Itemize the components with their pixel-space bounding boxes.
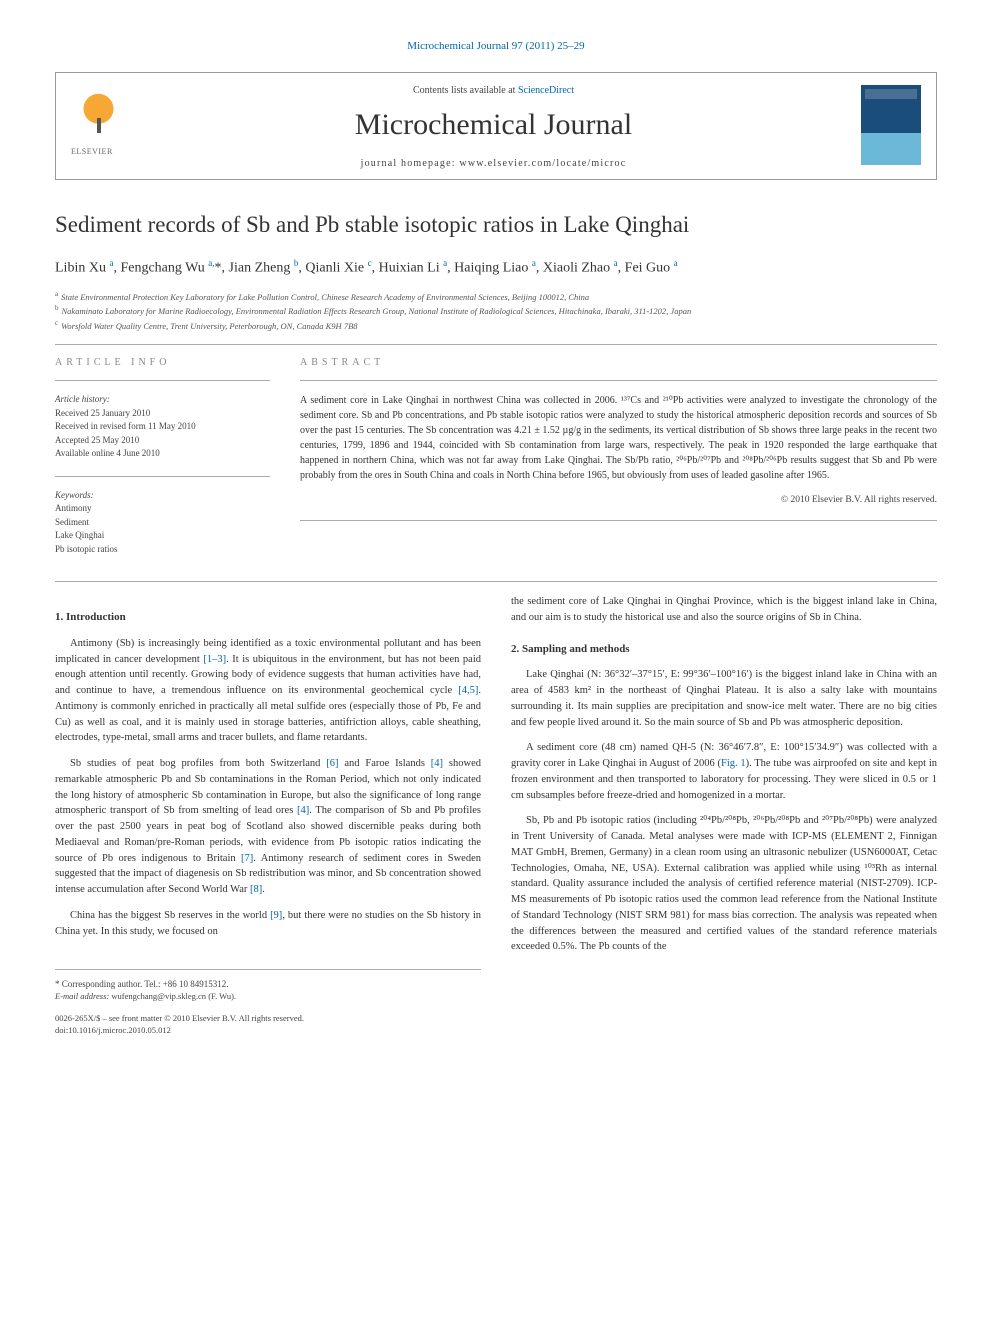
divider <box>300 380 937 381</box>
divider <box>55 380 270 381</box>
body-paragraph: China has the biggest Sb reserves in the… <box>55 908 481 940</box>
publisher-name: ELSEVIER <box>71 147 126 156</box>
abstract-text: A sediment core in Lake Qinghai in north… <box>300 393 937 507</box>
top-citation: Microchemical Journal 97 (2011) 25–29 <box>55 40 937 52</box>
section-heading-methods: 2. Sampling and methods <box>511 641 937 658</box>
history-accepted: Accepted 25 May 2010 <box>55 434 270 448</box>
email-person: (F. Wu). <box>206 991 236 1001</box>
divider <box>55 581 937 582</box>
article-history: Article history: Received 25 January 201… <box>55 393 270 461</box>
elsevier-tree-icon <box>76 93 121 138</box>
keywords: Keywords: Antimony Sediment Lake Qinghai… <box>55 489 270 557</box>
corresponding-email[interactable]: wufengchang@vip.skleg.cn <box>111 991 206 1001</box>
homepage-url[interactable]: www.elsevier.com/locate/microc <box>459 158 626 169</box>
corresponding-label: * Corresponding author. Tel.: <box>55 979 163 989</box>
body-paragraph: Sb, Pb and Pb isotopic ratios (including… <box>511 813 937 955</box>
corresponding-footer: * Corresponding author. Tel.: +86 10 849… <box>55 969 481 1036</box>
body-paragraph: Antimony (Sb) is increasingly being iden… <box>55 636 481 746</box>
authors-list: Libin Xu a, Fengchang Wu a,*, Jian Zheng… <box>55 258 937 277</box>
abstract-copyright: © 2010 Elsevier B.V. All rights reserved… <box>300 493 937 507</box>
history-heading: Article history: <box>55 393 270 407</box>
body-paragraph: Sb studies of peat bog profiles from bot… <box>55 756 481 898</box>
history-online: Available online 4 June 2010 <box>55 447 270 461</box>
body-paragraph: Lake Qinghai (N: 36°32′–37°15′, E: 99°36… <box>511 667 937 730</box>
article-title: Sediment records of Sb and Pb stable iso… <box>55 210 937 240</box>
contents-prefix: Contents lists available at <box>413 85 518 96</box>
history-revised: Received in revised form 11 May 2010 <box>55 420 270 434</box>
divider <box>55 476 270 477</box>
body-column-right: the sediment core of Lake Qinghai in Qin… <box>511 594 937 1036</box>
history-received: Received 25 January 2010 <box>55 407 270 421</box>
abstract-label: abstract <box>300 357 937 368</box>
section-heading-intro: 1. Introduction <box>55 609 481 626</box>
body-paragraph: the sediment core of Lake Qinghai in Qin… <box>511 594 937 626</box>
keyword: Pb isotopic ratios <box>55 543 270 557</box>
keyword: Antimony <box>55 502 270 516</box>
keyword: Lake Qinghai <box>55 529 270 543</box>
journal-title: Microchemical Journal <box>136 108 851 142</box>
body-paragraph: A sediment core (48 cm) named QH-5 (N: 3… <box>511 740 937 803</box>
keyword: Sediment <box>55 516 270 530</box>
journal-cover-thumbnail <box>861 85 921 165</box>
abstract-paragraph: A sediment core in Lake Qinghai in north… <box>300 393 937 483</box>
body-columns: 1. Introduction Antimony (Sb) is increas… <box>55 594 937 1036</box>
keywords-heading: Keywords: <box>55 489 270 503</box>
body-column-left: 1. Introduction Antimony (Sb) is increas… <box>55 594 481 1036</box>
divider <box>300 520 937 521</box>
publisher-logo: ELSEVIER <box>71 85 126 156</box>
issn-line: 0026-265X/$ – see front matter © 2010 El… <box>55 1013 481 1025</box>
divider <box>55 344 937 345</box>
contents-line: Contents lists available at ScienceDirec… <box>136 85 851 96</box>
journal-homepage: journal homepage: www.elsevier.com/locat… <box>136 158 851 169</box>
corresponding-tel: +86 10 84915312. <box>163 979 229 989</box>
affiliations: aState Environmental Protection Key Labo… <box>55 289 937 333</box>
article-info-label: article info <box>55 357 270 368</box>
sciencedirect-link[interactable]: ScienceDirect <box>518 85 574 96</box>
doi-line: doi:10.1016/j.microc.2010.05.012 <box>55 1025 481 1037</box>
journal-header: ELSEVIER Contents lists available at Sci… <box>55 72 937 180</box>
email-label: E-mail address: <box>55 991 111 1001</box>
